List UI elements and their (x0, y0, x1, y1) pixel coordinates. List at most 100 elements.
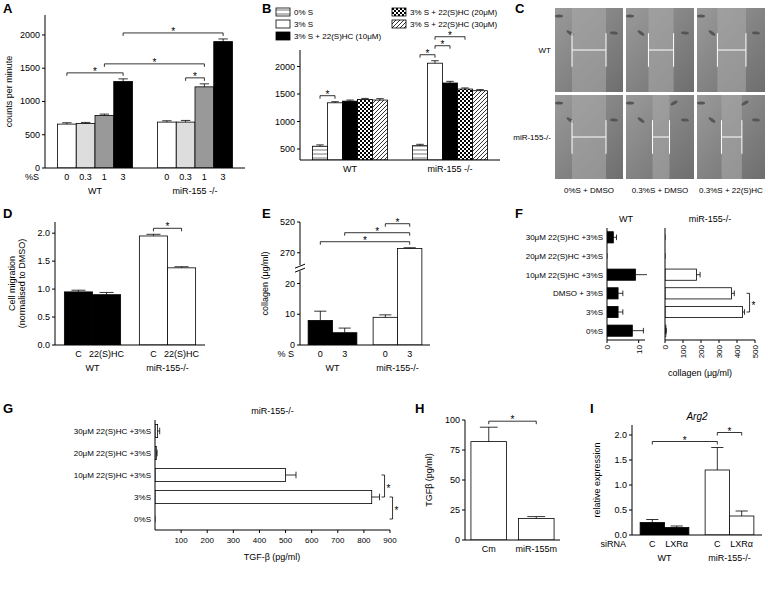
x-tick (683, 340, 684, 343)
y-tick-label: 1500 (275, 89, 295, 99)
significance-label: * (193, 71, 197, 82)
x-axis (665, 340, 755, 341)
significance-label: * (166, 221, 170, 232)
micrograph (697, 95, 765, 179)
error-bar (636, 272, 648, 278)
error-bar (372, 494, 380, 501)
micrograph (555, 95, 623, 179)
axis-break-gap (295, 265, 305, 271)
x-tick-label: 800 (357, 536, 371, 545)
category-label: 30μM 22(S)HC +3%S (74, 427, 151, 436)
panel-letter: B (262, 1, 271, 16)
significance-bracket (747, 293, 750, 312)
error-bar (156, 450, 158, 457)
marks (665, 235, 745, 337)
significance-label: * (152, 57, 156, 68)
y-axis (632, 425, 633, 535)
error-bar (71, 290, 85, 292)
x-axis-label: TGF-β (pg/ml) (244, 552, 301, 562)
y-axis (665, 228, 666, 340)
y-tick-label: 0.5 (614, 505, 627, 515)
significance-label: * (448, 30, 452, 41)
error-bar (346, 100, 354, 101)
significance-label: * (441, 39, 445, 50)
y-tick (297, 222, 300, 223)
bar (607, 325, 632, 336)
error-bar (181, 120, 190, 122)
x-tick (207, 530, 208, 533)
x-tick-label: 700 (331, 536, 345, 545)
cell (741, 100, 749, 107)
x-tick-label: 100 (174, 536, 188, 545)
error-bar (416, 144, 424, 145)
axis-break (295, 264, 305, 268)
x-axis-label: % S (277, 349, 294, 359)
x-tick (363, 530, 364, 533)
error-cap (100, 114, 109, 115)
error-cap (622, 309, 623, 315)
y-tick (462, 450, 465, 451)
error-bar (665, 328, 666, 334)
row-label: WT (539, 46, 552, 55)
group-label: WT (326, 363, 340, 373)
category-label: 0%S (134, 515, 151, 524)
error-bar (732, 291, 735, 297)
x-tick (259, 530, 260, 533)
error-cap (616, 235, 617, 241)
wound-area (721, 95, 741, 179)
error-cap (162, 120, 171, 121)
marks (64, 234, 195, 345)
error-cap (379, 314, 391, 315)
group-label: WT (658, 553, 672, 563)
column-label: 0.3%S + DMSO (632, 186, 689, 195)
x-tick (638, 340, 639, 343)
legend-swatch (276, 8, 290, 16)
error-bar (671, 526, 683, 528)
error-cap (744, 309, 745, 315)
bar-label: C (150, 349, 157, 359)
y-tick (297, 252, 300, 253)
bar-label: 0 (164, 172, 169, 182)
error-cap (175, 266, 189, 267)
bar (76, 123, 95, 168)
group-label: miR-155-/- (146, 363, 189, 373)
x-tick-label: 0 (603, 344, 612, 349)
bar (730, 516, 754, 535)
error-cap (81, 122, 90, 123)
error-line (618, 312, 623, 313)
error-cap (461, 87, 469, 88)
y-tick (52, 289, 55, 290)
error-line (652, 520, 653, 523)
y-tick (42, 68, 45, 69)
y-tick-label: 500 (25, 130, 40, 140)
y-tick (629, 435, 632, 436)
error-bar (218, 39, 227, 42)
error-cap (146, 234, 160, 235)
y-tick (629, 485, 632, 486)
bar (114, 82, 133, 168)
panel-letter: G (3, 401, 13, 416)
error-cap (446, 81, 454, 82)
error-cap (404, 247, 416, 248)
error-cap (671, 526, 683, 527)
bar (158, 122, 177, 168)
panel-letter: F (515, 206, 523, 221)
bar (93, 295, 121, 345)
bar (313, 146, 328, 160)
cell (610, 31, 618, 35)
group-label: miR-155-/- (708, 553, 751, 563)
significance-label: * (511, 414, 515, 425)
title: WT (619, 214, 633, 224)
x-tick (285, 530, 286, 533)
error-cap (157, 450, 158, 457)
y-tick (42, 101, 45, 102)
bar-label: 22(S)HC (164, 349, 200, 359)
y-tick-label: 25 (450, 505, 460, 515)
wound-area (648, 8, 673, 92)
wound-area (653, 95, 670, 179)
group-label: WT (86, 363, 100, 373)
error-bar (742, 309, 744, 315)
category-label: 0%S (586, 327, 603, 336)
row-label: miR-155-/- (513, 133, 551, 142)
bar (473, 91, 488, 160)
